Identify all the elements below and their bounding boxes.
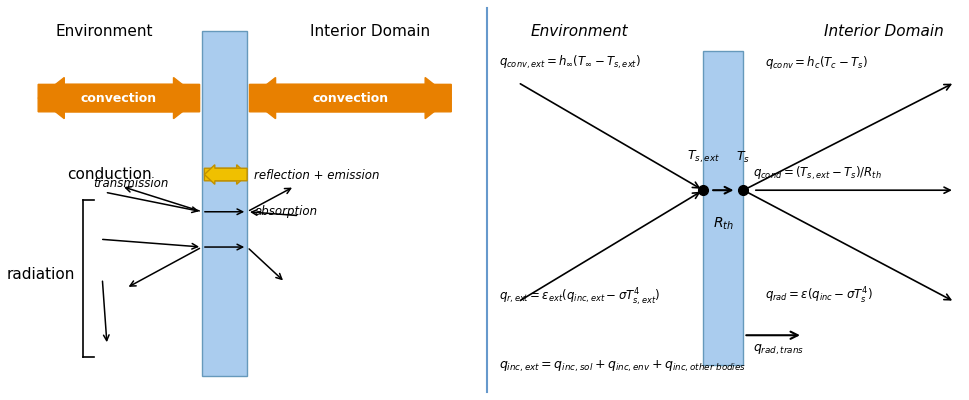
FancyArrow shape (38, 78, 200, 119)
Text: $R_{th}$: $R_{th}$ (712, 216, 734, 232)
Text: Environment: Environment (531, 24, 629, 39)
FancyArrow shape (249, 78, 452, 119)
Text: $q_{r,ext} = \varepsilon_{ext}(q_{inc,ext}- \sigma T_{s,ext}^{4})$: $q_{r,ext} = \varepsilon_{ext}(q_{inc,ex… (499, 286, 660, 308)
Text: radiation: radiation (7, 267, 75, 282)
Text: convection: convection (312, 92, 389, 104)
Text: transmission: transmission (93, 177, 169, 190)
Text: $q_{conv,ext} = h_{\infty}(T_{\infty}-T_{s,ext})$: $q_{conv,ext} = h_{\infty}(T_{\infty}-T_… (499, 54, 641, 71)
Text: $q_{conv} = h_c(T_c-T_s)$: $q_{conv} = h_c(T_c-T_s)$ (765, 54, 867, 71)
FancyArrow shape (38, 78, 200, 119)
Text: conduction: conduction (68, 167, 152, 182)
Text: $T_{s,ext}$: $T_{s,ext}$ (687, 148, 720, 165)
Text: Interior Domain: Interior Domain (310, 24, 430, 39)
Text: $q_{inc,ext} = q_{inc,sol}+ q_{inc,env}+ q_{inc,other\ bodies}$: $q_{inc,ext} = q_{inc,sol}+ q_{inc,env}+… (499, 359, 746, 374)
FancyArrow shape (204, 165, 247, 184)
Text: Interior Domain: Interior Domain (824, 24, 944, 39)
Text: $T_s$: $T_s$ (736, 150, 750, 165)
FancyArrow shape (204, 165, 247, 184)
Text: convection: convection (80, 92, 157, 104)
Text: absorption: absorption (254, 205, 317, 218)
Text: reflection + emission: reflection + emission (254, 169, 380, 182)
Bar (703, 51, 743, 365)
Text: $q_{rad} = \varepsilon(q_{inc} - \sigma T_s^{4})$: $q_{rad} = \varepsilon(q_{inc} - \sigma … (765, 286, 872, 306)
FancyArrow shape (249, 78, 452, 119)
Bar (202, 32, 247, 376)
Text: $q_{cond} = (T_{s,ext}-T_s)/R_{th}$: $q_{cond} = (T_{s,ext}-T_s)/R_{th}$ (753, 165, 882, 182)
Text: Environment: Environment (56, 24, 153, 39)
Text: $q_{rad,trans}$: $q_{rad,trans}$ (753, 343, 804, 357)
